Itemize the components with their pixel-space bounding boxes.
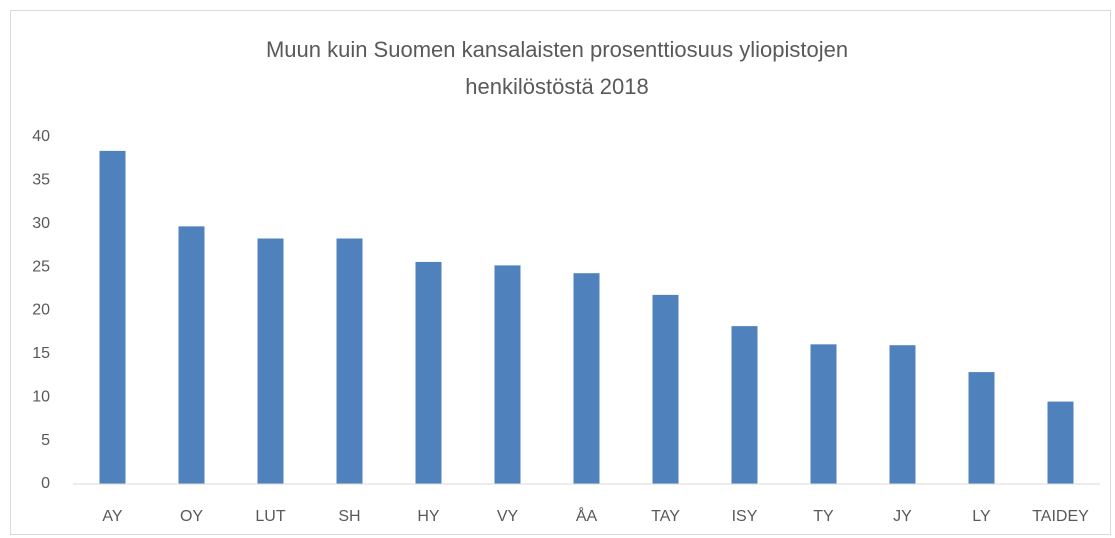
x-tick-label: TAY [651, 508, 680, 525]
x-tick-label: LY [972, 508, 991, 525]
x-tick-label: OY [180, 508, 203, 525]
y-tick-label: 35 [32, 172, 50, 189]
x-tick-label: AY [102, 508, 122, 525]
bar [336, 238, 363, 484]
y-tick-label: 20 [32, 302, 50, 319]
x-tick-label: ISY [732, 508, 758, 525]
bar [889, 345, 916, 484]
x-tick-label: LUT [255, 508, 285, 525]
x-tick-label: TAIDEY [1032, 508, 1089, 525]
bar [99, 150, 126, 484]
y-tick-label: 0 [41, 475, 50, 492]
bar [1047, 401, 1074, 484]
x-tick-label: JY [893, 508, 912, 525]
bar [494, 265, 521, 484]
x-tick-label: SH [338, 508, 360, 525]
y-tick-label: 30 [32, 215, 50, 232]
bar [810, 344, 837, 484]
chart-title: Muun kuin Suomen kansalaisten prosenttio… [266, 37, 848, 62]
y-tick-label: 25 [32, 258, 50, 275]
y-tick-label: 15 [32, 345, 50, 362]
x-tick-label: VY [497, 508, 519, 525]
y-tick-label: 10 [32, 388, 50, 405]
x-tick-label: ÅA [576, 506, 598, 525]
bar [573, 273, 600, 484]
bar [415, 261, 442, 484]
bar [968, 372, 995, 484]
bar [731, 326, 758, 484]
x-tick-label: TY [813, 508, 834, 525]
y-tick-label: 5 [41, 432, 50, 449]
y-tick-label: 40 [32, 128, 50, 145]
bar [178, 226, 205, 485]
bar [652, 294, 679, 484]
bar [257, 238, 284, 484]
x-tick-label: HY [417, 508, 440, 525]
chart-title: henkilöstöstä 2018 [465, 74, 648, 99]
